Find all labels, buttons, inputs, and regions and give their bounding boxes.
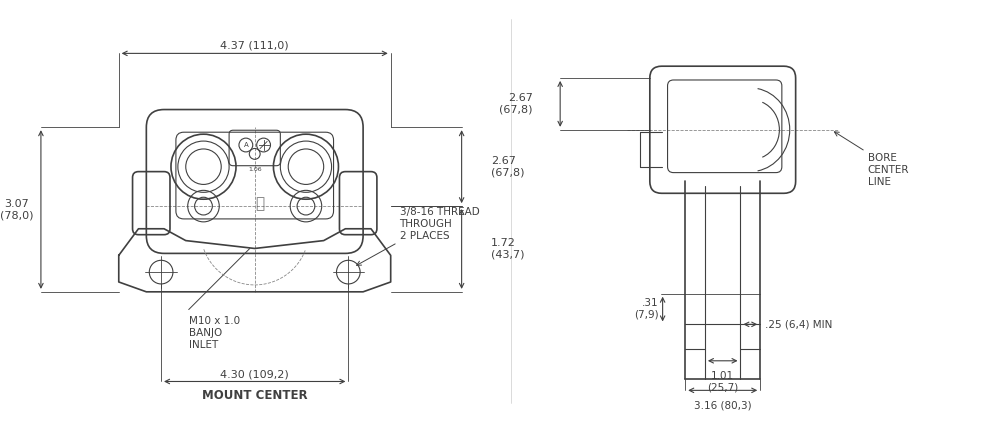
Text: 1.06: 1.06: [248, 167, 262, 172]
Text: 3.16 (80,3): 3.16 (80,3): [694, 400, 752, 410]
Text: MOUNT CENTER: MOUNT CENTER: [202, 389, 308, 402]
Text: 1.72
(43,7): 1.72 (43,7): [491, 238, 525, 260]
Text: BORE
CENTER
LINE: BORE CENTER LINE: [868, 153, 909, 187]
Text: .31
(7,9): .31 (7,9): [634, 298, 659, 320]
Text: 2.67
(67,8): 2.67 (67,8): [491, 156, 525, 178]
Text: ꞵ: ꞵ: [255, 197, 264, 212]
Text: 2.67
(67,8): 2.67 (67,8): [499, 93, 533, 115]
Text: .25 (6,4) MIN: .25 (6,4) MIN: [765, 320, 832, 329]
Text: 3/8-16 THREAD
THROUGH
2 PLACES: 3/8-16 THREAD THROUGH 2 PLACES: [400, 207, 479, 241]
Text: A: A: [243, 142, 248, 148]
Text: 3.07
(78,0): 3.07 (78,0): [0, 199, 33, 220]
Text: 4.30 (109,2): 4.30 (109,2): [220, 370, 289, 380]
Text: M10 x 1.0
BANJO
INLET: M10 x 1.0 BANJO INLET: [189, 317, 240, 350]
Text: 1.01
(25,7): 1.01 (25,7): [707, 371, 738, 392]
Text: 4.37 (111,0): 4.37 (111,0): [220, 40, 289, 51]
